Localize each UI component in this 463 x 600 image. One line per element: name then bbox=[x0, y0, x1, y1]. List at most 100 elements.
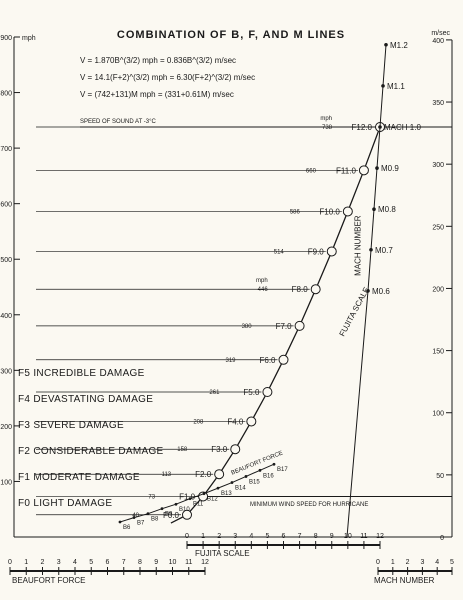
mach-axis-tick-label: 1 bbox=[391, 559, 395, 566]
beaufort-axis-tick-label: 2 bbox=[41, 559, 45, 566]
right-axis-unit: m/sec bbox=[431, 30, 450, 37]
fujita-mph-label: 319 bbox=[225, 358, 236, 364]
left-axis-tick-label: 100 bbox=[0, 479, 12, 486]
fujita-mph-label: 40 bbox=[132, 513, 139, 519]
fujita-point-label: F10.0 bbox=[319, 207, 340, 216]
beaufort-point-label: B17 bbox=[277, 467, 288, 473]
mach-axis-tick-label: 0 bbox=[376, 559, 380, 566]
left-axis-unit: mph bbox=[22, 35, 36, 42]
mach-point-label: M0.8 bbox=[378, 205, 396, 214]
beaufort-point bbox=[146, 512, 150, 516]
fujita-axis-tick-label: 9 bbox=[330, 533, 334, 540]
left-axis-tick-label: 800 bbox=[0, 91, 12, 98]
mach-line-name: MACH NUMBER bbox=[354, 215, 363, 276]
formula-3: V = (742+131)M mph = (331+0.61M) m/sec bbox=[80, 90, 234, 99]
fujita-point-label: F3.0 bbox=[211, 445, 228, 454]
beaufort-point bbox=[118, 520, 122, 524]
fujita-mph-label: 738 bbox=[322, 125, 333, 131]
damage-category-label: F0 LIGHT DAMAGE bbox=[18, 498, 112, 509]
fujita-point-label: F9.0 bbox=[308, 247, 325, 256]
beaufort-point-label: B14 bbox=[235, 486, 246, 492]
left-axis-tick-label: 900 bbox=[0, 35, 12, 42]
left-axis-tick-label: 600 bbox=[0, 202, 12, 209]
fujita-axis-tick-label: 6 bbox=[282, 533, 286, 540]
fujita-mph-label: 446 bbox=[258, 287, 269, 293]
fujita-mph-label: 158 bbox=[177, 447, 188, 453]
damage-category-label: F1 MODERATE DAMAGE bbox=[18, 472, 140, 483]
beaufort-axis-tick-label: 0 bbox=[8, 559, 12, 566]
beaufort-point bbox=[244, 475, 248, 478]
mach-point bbox=[375, 166, 379, 170]
fujita-unit-label: mph bbox=[320, 116, 332, 122]
fujita-point bbox=[294, 320, 305, 331]
beaufort-axis-tick-label: 9 bbox=[154, 559, 158, 566]
mach-point bbox=[369, 247, 373, 252]
beaufort-axis-tick-label: 8 bbox=[138, 559, 142, 566]
left-axis-tick-label: 400 bbox=[0, 313, 12, 320]
fujita-axis-tick-label: 11 bbox=[360, 533, 367, 540]
mach-axis-tick-label: 2 bbox=[406, 559, 410, 566]
beaufort-point-label: B6 bbox=[123, 525, 131, 531]
fujita-mph-label: 380 bbox=[242, 324, 253, 330]
beaufort-point-label: B9 bbox=[165, 512, 173, 518]
fujita-axis-tick-label: 4 bbox=[249, 533, 253, 540]
mach-point-label: M0.6 bbox=[372, 287, 390, 296]
fujita-point bbox=[310, 284, 321, 295]
beaufort-point-label: B7 bbox=[137, 521, 145, 527]
fujita-point bbox=[326, 246, 337, 257]
beaufort-point bbox=[160, 507, 164, 511]
fujita-mph-label: 514 bbox=[274, 249, 285, 255]
fujita-point bbox=[246, 416, 257, 427]
mach-point bbox=[381, 84, 385, 88]
fujita-point-label: F1.0 bbox=[179, 492, 196, 501]
mach-axis-tick-label: 4 bbox=[435, 559, 439, 566]
mach-point-label: MACH 1.0 bbox=[384, 123, 421, 132]
beaufort-axis-tick-label: 6 bbox=[106, 559, 110, 566]
mach-point-label: M1.2 bbox=[390, 41, 408, 50]
fujita-mph-label: 660 bbox=[306, 168, 317, 174]
fujita-point-label: F12.0 bbox=[352, 123, 373, 132]
beaufort-point bbox=[272, 462, 276, 466]
fujita-point bbox=[214, 469, 225, 480]
mach-axis-tick-label: 3 bbox=[420, 559, 424, 566]
fujita-point bbox=[342, 206, 353, 217]
right-axis-tick-label: 200 bbox=[432, 286, 444, 293]
fujita-point bbox=[182, 509, 192, 520]
fujita-axis-tick-label: 2 bbox=[217, 533, 221, 540]
beaufort-point-label: B16 bbox=[263, 473, 274, 479]
mach-point bbox=[384, 42, 388, 47]
beaufort-point-label: B15 bbox=[249, 479, 260, 485]
beaufort-point-label: B8 bbox=[151, 517, 159, 523]
right-axis-tick-label: 100 bbox=[432, 411, 444, 418]
left-axis-tick-label: 500 bbox=[0, 257, 12, 264]
fujita-point-label: F7.0 bbox=[276, 322, 293, 331]
fujita-axis-tick-label: 3 bbox=[233, 533, 237, 540]
mach-axis-label: MACH NUMBER bbox=[374, 576, 435, 585]
formula-2: V = 14.1(F+2)^(3/2) mph = 6.30(F+2)^(3/2… bbox=[80, 73, 255, 82]
fujita-mph-label: 208 bbox=[193, 419, 204, 425]
damage-category-label: F4 DEVASTATING DAMAGE bbox=[18, 394, 153, 405]
beaufort-axis-tick-label: 1 bbox=[24, 559, 28, 566]
fujita-mph-label: 113 bbox=[162, 472, 172, 478]
beaufort-axis-tick-label: 11 bbox=[185, 559, 192, 566]
mach-point-label: M0.7 bbox=[375, 246, 393, 255]
beaufort-point bbox=[174, 502, 178, 506]
mach-point-label: M1.1 bbox=[387, 82, 405, 91]
right-axis-tick-label: 0 bbox=[440, 535, 444, 542]
fujita-point bbox=[198, 491, 209, 502]
left-axis-tick-label: 300 bbox=[0, 368, 12, 375]
fujita-axis-tick-label: 12 bbox=[376, 533, 384, 540]
fujita-point-label: F11.0 bbox=[336, 166, 356, 175]
damage-category-label: F3 SEVERE DAMAGE bbox=[18, 420, 124, 431]
damage-category-label: F2 CONSIDERABLE DAMAGE bbox=[18, 446, 164, 457]
right-axis-tick-label: 250 bbox=[432, 224, 444, 231]
fujita-axis-label: FUJITA SCALE bbox=[195, 549, 250, 558]
mach-point-label: M0.9 bbox=[381, 164, 399, 173]
beaufort-axis-tick-label: 5 bbox=[89, 559, 93, 566]
fujita-axis-tick-label: 1 bbox=[201, 533, 205, 540]
beaufort-line-name: BEAUFORT FORCE bbox=[231, 450, 284, 476]
beaufort-axis-tick-label: 10 bbox=[169, 559, 177, 566]
fujita-unit-label: mph bbox=[256, 278, 268, 284]
beaufort-axis-tick-label: 4 bbox=[73, 559, 77, 566]
